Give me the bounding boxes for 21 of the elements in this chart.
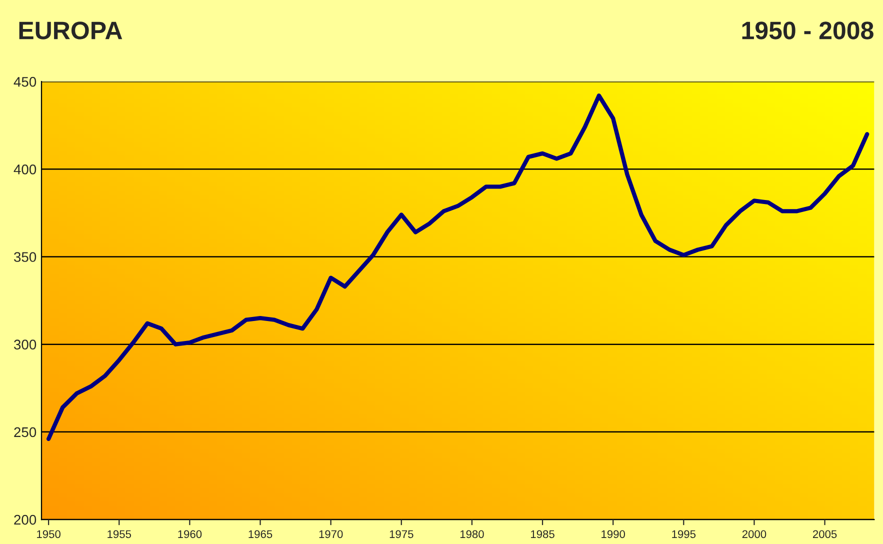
x-tick-label: 1985 bbox=[531, 530, 554, 538]
x-tick-label: 1995 bbox=[672, 530, 696, 538]
x-tick-label: 2005 bbox=[812, 530, 837, 538]
y-tick-label: 300 bbox=[14, 340, 36, 350]
x-tick-label: 2000 bbox=[742, 530, 766, 538]
x-tick-label: 1980 bbox=[460, 530, 484, 538]
y-tick-label: 400 bbox=[14, 164, 36, 174]
y-tick-label: 450 bbox=[14, 76, 36, 87]
line-series bbox=[46, 94, 870, 442]
chart-title: EUROPA bbox=[19, 22, 122, 40]
x-tick-label: 1975 bbox=[390, 530, 414, 538]
y-tick-label: 350 bbox=[14, 252, 36, 262]
x-tick-label: 1960 bbox=[178, 530, 202, 538]
x-tick-label: 1955 bbox=[108, 530, 132, 538]
x-tick-label: 1990 bbox=[602, 530, 626, 538]
y-tick-label: 250 bbox=[14, 427, 36, 438]
chart-subtitle: 1950 - 2008 bbox=[742, 22, 874, 40]
x-tick-label: 1970 bbox=[319, 530, 343, 538]
x-tick-label: 1950 bbox=[37, 530, 60, 538]
x-tick-label: 1965 bbox=[248, 530, 272, 538]
y-tick-label: 200 bbox=[14, 514, 36, 525]
